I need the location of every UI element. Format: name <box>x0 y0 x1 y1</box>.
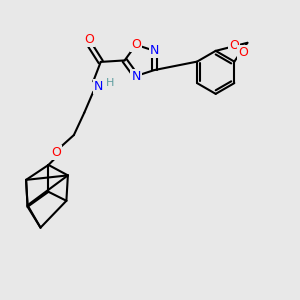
Text: O: O <box>229 39 239 52</box>
Text: N: N <box>131 70 141 83</box>
Text: H: H <box>106 78 114 88</box>
Text: O: O <box>84 33 94 46</box>
Text: N: N <box>150 44 159 57</box>
Text: N: N <box>94 80 103 93</box>
Text: O: O <box>131 38 141 51</box>
Text: O: O <box>51 146 61 159</box>
Text: O: O <box>238 46 248 59</box>
